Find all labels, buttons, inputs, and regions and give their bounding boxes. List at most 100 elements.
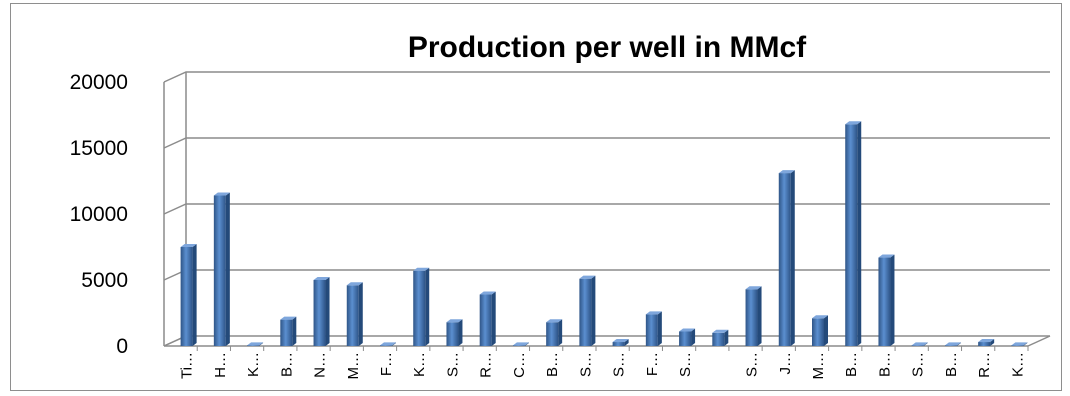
bar-top [745, 286, 762, 290]
y-tick-label: 10000 [70, 203, 128, 226]
floor-edge-right [1027, 335, 1051, 347]
bar [280, 316, 297, 346]
bar [778, 170, 795, 346]
bar-top [978, 339, 995, 343]
bar [380, 342, 396, 346]
bar-top [878, 254, 895, 258]
x-tick-label: J… [777, 352, 794, 375]
y-tick-label: 20000 [70, 71, 128, 94]
x-tick-label: K… [1009, 352, 1026, 377]
x-tick-label: K… [411, 352, 428, 377]
bar [180, 244, 197, 346]
bar-front [978, 342, 991, 346]
bar-front [213, 195, 226, 346]
bar [247, 342, 264, 346]
bar [878, 254, 895, 346]
bar-top [213, 192, 230, 196]
bar-top [380, 342, 396, 346]
bar-front [512, 345, 525, 346]
bar-front [878, 257, 891, 346]
bar-top [845, 121, 862, 125]
bar [845, 121, 862, 347]
bar [645, 311, 662, 346]
x-tick-label: K… [245, 352, 262, 377]
x-tick-label: F… [378, 352, 395, 376]
x-tick-label: R… [478, 352, 495, 378]
bar-top [280, 316, 297, 320]
x-tick-label: S… [577, 352, 594, 377]
chart-title: Production per well in MMcf [408, 31, 807, 64]
y-axis-ticks: 0 5000 10000 15000 20000 [70, 71, 128, 358]
x-tick-label: B… [943, 352, 960, 377]
x-tick-label: B… [843, 352, 860, 377]
bar-top [180, 244, 197, 247]
bar-front [579, 278, 592, 346]
bar-side [691, 328, 696, 346]
bar-side [358, 282, 363, 346]
bar-side [192, 244, 197, 346]
x-tick-label: H… [212, 352, 229, 378]
bar-side [1023, 342, 1028, 346]
bar-top [645, 311, 662, 315]
x-tick-label: B… [876, 352, 893, 377]
bar [479, 291, 496, 346]
bar-top [679, 328, 696, 332]
bar-front [313, 280, 326, 346]
x-tick-label: C… [511, 352, 528, 378]
y-tick-label: 0 [116, 335, 128, 358]
bar-front [380, 345, 392, 346]
bar-top [546, 319, 563, 323]
bar-side [259, 342, 264, 346]
bar-front [812, 318, 824, 346]
bar-side [824, 315, 828, 346]
bar-top [579, 275, 596, 279]
x-tick-label: S… [444, 352, 461, 377]
bar-front [479, 294, 492, 346]
x-tick-label: M… [810, 352, 827, 380]
bar-side [524, 342, 529, 346]
bar-top [778, 170, 795, 174]
bar-front [778, 173, 791, 346]
bar [612, 339, 629, 346]
x-tick-label: Ti… [179, 352, 196, 379]
bar-front [645, 314, 658, 346]
bar [978, 339, 995, 346]
bar-side [657, 311, 662, 346]
bar-front [346, 285, 359, 346]
x-tick-label: S… [910, 352, 927, 377]
bar-top [911, 342, 928, 346]
bar-side [558, 319, 563, 346]
bar-top [413, 267, 430, 271]
bar-side [624, 339, 629, 346]
bar-top [346, 282, 363, 286]
x-axis-ticks: Ti… H… K… B… N… M… F… K… S… R… C… B… S… S… F… S… S… J… M… B… [179, 346, 1029, 380]
bar-top [812, 315, 828, 319]
bar-top [944, 342, 961, 346]
bar [313, 277, 330, 346]
bar-top [446, 319, 463, 323]
bar-front [180, 247, 193, 346]
bar [911, 342, 928, 346]
gridline [163, 203, 1050, 215]
bar-side [990, 339, 995, 346]
x-tick-label: M… [345, 352, 362, 380]
bar-top [247, 342, 264, 346]
bar-front [745, 289, 758, 346]
x-tick-label: S… [611, 352, 628, 377]
bar [745, 286, 762, 346]
bar-side [956, 342, 961, 346]
bar [712, 329, 729, 346]
bar-front [1011, 345, 1024, 346]
bar-side [857, 121, 862, 347]
gridline [163, 71, 1050, 83]
bar-front [679, 331, 692, 346]
x-tick-label: F… [644, 352, 661, 376]
bar [546, 319, 563, 346]
bar-front [446, 322, 459, 346]
bar-side [923, 342, 928, 346]
bar-top [512, 342, 529, 346]
bar-top [479, 291, 496, 295]
bar-front [845, 124, 858, 347]
bar-side [392, 342, 396, 346]
